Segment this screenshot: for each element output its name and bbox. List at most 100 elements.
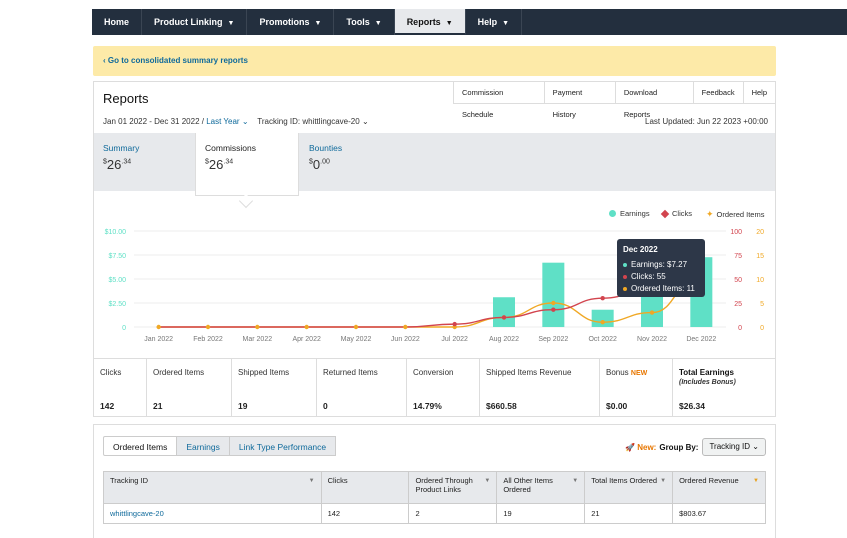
- caret-down-icon: ▼: [502, 20, 510, 27]
- date-filter-row: Jan 01 2022 - Dec 31 2022 / Last Year ⌄ …: [103, 117, 369, 126]
- ordered-items-point: [600, 320, 605, 325]
- x-tick-label: Nov 2022: [637, 336, 667, 343]
- legend-diamond-icon: [660, 209, 670, 218]
- legend-earnings[interactable]: Earnings: [609, 209, 650, 218]
- sort-icon: ▼: [572, 478, 579, 484]
- y-right-ordered-tick-label: 20: [756, 229, 764, 236]
- stat-shipped-revenue: Shipped Items Revenue $660.58: [480, 359, 600, 417]
- group-by-control: 🚀 New: Group By: Tracking ID ⌄: [625, 438, 766, 456]
- ordered-items-point: [156, 324, 161, 330]
- nav-reports[interactable]: Reports ▼: [394, 9, 466, 35]
- bullet-icon: [623, 274, 627, 279]
- ordered-items-point: [551, 300, 556, 306]
- x-tick-label: Mar 2022: [243, 336, 273, 343]
- caret-down-icon: ▼: [374, 20, 382, 27]
- chevron-down-icon: ⌄: [241, 117, 249, 126]
- x-tick-label: Aug 2022: [489, 336, 519, 343]
- tab-ordered-items[interactable]: Ordered Items: [103, 436, 178, 456]
- summary-cards: Summary $26.34 Commissions $26.34 Bounti…: [94, 133, 775, 209]
- tab-help[interactable]: Help: [742, 82, 776, 104]
- tab-link-type-performance[interactable]: Link Type Performance: [229, 436, 337, 456]
- stats-row: Clicks 142 Ordered Items 21 Shipped Items 1…: [94, 358, 775, 417]
- tracking-id-dropdown[interactable]: whittlingcave-20 ⌄: [302, 117, 369, 126]
- y-left-tick-label: $10.00: [105, 229, 127, 236]
- nav-help[interactable]: Help ▼: [466, 9, 523, 35]
- bullet-icon: [623, 286, 627, 291]
- nav-home[interactable]: Home: [92, 9, 143, 35]
- caret-down-icon: ▼: [445, 20, 453, 27]
- y-right-clicks-tick-label: 100: [730, 229, 742, 236]
- consolidated-banner: ‹ Go to consolidated summary reports: [93, 46, 776, 76]
- ordered-items-point: [255, 324, 260, 330]
- x-tick-label: Feb 2022: [193, 336, 223, 343]
- tab-download-reports[interactable]: Download Reports: [614, 82, 693, 119]
- card-label: Commissions: [205, 143, 257, 153]
- ordered-items-point: [649, 310, 655, 315]
- stat-conversion: Conversion 14.79%: [407, 359, 480, 417]
- page-title: Reports: [103, 91, 149, 106]
- nav-product-linking[interactable]: Product Linking ▼: [142, 9, 248, 35]
- caret-down-icon: ▼: [227, 20, 235, 27]
- earnings-bar: [542, 262, 565, 327]
- tab-commission-schedule[interactable]: Commission Schedule: [453, 82, 544, 119]
- cell-total-items: 21: [584, 503, 674, 524]
- ordered-items-point: [403, 324, 408, 330]
- y-right-ordered-tick-label: 10: [756, 277, 764, 284]
- column-header-total-items[interactable]: Total Items Ordered ▼: [584, 471, 674, 504]
- column-header-clicks[interactable]: Clicks: [320, 471, 410, 504]
- date-preset-dropdown[interactable]: Last Year ⌄: [206, 117, 249, 126]
- card-amount: $26.34: [103, 157, 132, 172]
- cell-ordered-through: 2: [408, 503, 498, 524]
- legend-dot-icon: [609, 210, 616, 217]
- caret-down-icon: ▼: [314, 20, 322, 27]
- x-tick-label: Jan 2022: [144, 336, 173, 343]
- tab-payment-history[interactable]: Payment History: [543, 82, 615, 119]
- stat-shipped-items: Shipped Items 19: [232, 359, 317, 417]
- y-right-ordered-tick-label: 0: [760, 325, 764, 332]
- card-summary[interactable]: Summary $26.34: [94, 133, 195, 191]
- clicks-point: [551, 307, 556, 312]
- card-label: Summary: [103, 143, 140, 153]
- tab-feedback[interactable]: Feedback: [692, 82, 743, 104]
- clicks-point: [452, 321, 457, 327]
- legend-clicks[interactable]: Clicks: [660, 209, 692, 218]
- y-left-tick-label: 0: [122, 325, 126, 332]
- new-badge: NEW: [630, 370, 648, 377]
- y-left-tick-label: $7.50: [108, 253, 126, 260]
- stat-ordered-items: Ordered Items 21: [147, 359, 232, 417]
- clicks-point: [600, 296, 605, 301]
- tab-earnings[interactable]: Earnings: [177, 436, 230, 456]
- nav-tools[interactable]: Tools ▼: [334, 9, 395, 35]
- column-header-ordered-revenue[interactable]: Ordered Revenue ▼: [672, 471, 766, 504]
- x-tick-label: Dec 2022: [686, 336, 716, 343]
- stat-total-earnings: Total Earnings (Includes Bonus) $26.34: [679, 368, 736, 411]
- card-bounties[interactable]: Bounties $0.00: [300, 133, 401, 191]
- clicks-point: [501, 315, 507, 320]
- consolidated-summary-link[interactable]: ‹ Go to consolidated summary reports: [103, 56, 248, 65]
- chart-tooltip: Dec 2022 Earnings: $7.27 Clicks: 55 Orde…: [617, 239, 705, 297]
- table-row: whittlingcave-20 142 2 19 21 $803.67: [103, 503, 766, 524]
- legend-star-icon: ✦: [706, 209, 714, 219]
- tracking-label: Tracking ID:: [257, 117, 301, 126]
- column-header-ordered-through[interactable]: Ordered Through Product Links ▼: [408, 471, 498, 504]
- clicks-line: [158, 273, 702, 328]
- rocket-icon: 🚀: [625, 442, 636, 452]
- card-label: Bounties: [309, 143, 343, 153]
- reports-panel: Reports Commission Schedule Payment Hist…: [93, 81, 776, 417]
- ordered-items-point: [353, 324, 359, 330]
- column-header-all-other-items[interactable]: All Other Items Ordered ▼: [496, 471, 586, 504]
- nav-promotions[interactable]: Promotions ▼: [247, 9, 335, 35]
- stat-clicks: Clicks 142: [94, 359, 147, 417]
- column-header-tracking-id[interactable]: Tracking ID ▼: [103, 471, 322, 504]
- y-left-tick-label: $5.00: [108, 277, 126, 284]
- x-tick-label: Apr 2022: [292, 336, 321, 343]
- x-tick-label: Jul 2022: [441, 336, 468, 343]
- legend-ordered-items[interactable]: ✦ Ordered Items: [706, 209, 765, 219]
- y-right-clicks-tick-label: 50: [734, 277, 742, 284]
- tracking-id-link[interactable]: whittlingcave-20: [110, 509, 164, 518]
- group-by-select[interactable]: Tracking ID ⌄: [702, 438, 766, 456]
- top-navigation: Home Product Linking ▼ Promotions ▼ Tools ▼…: [0, 0, 847, 35]
- card-commissions[interactable]: Commissions $26.34: [195, 133, 299, 196]
- ordered-items-point: [205, 324, 211, 330]
- ordered-items-point: [304, 324, 309, 330]
